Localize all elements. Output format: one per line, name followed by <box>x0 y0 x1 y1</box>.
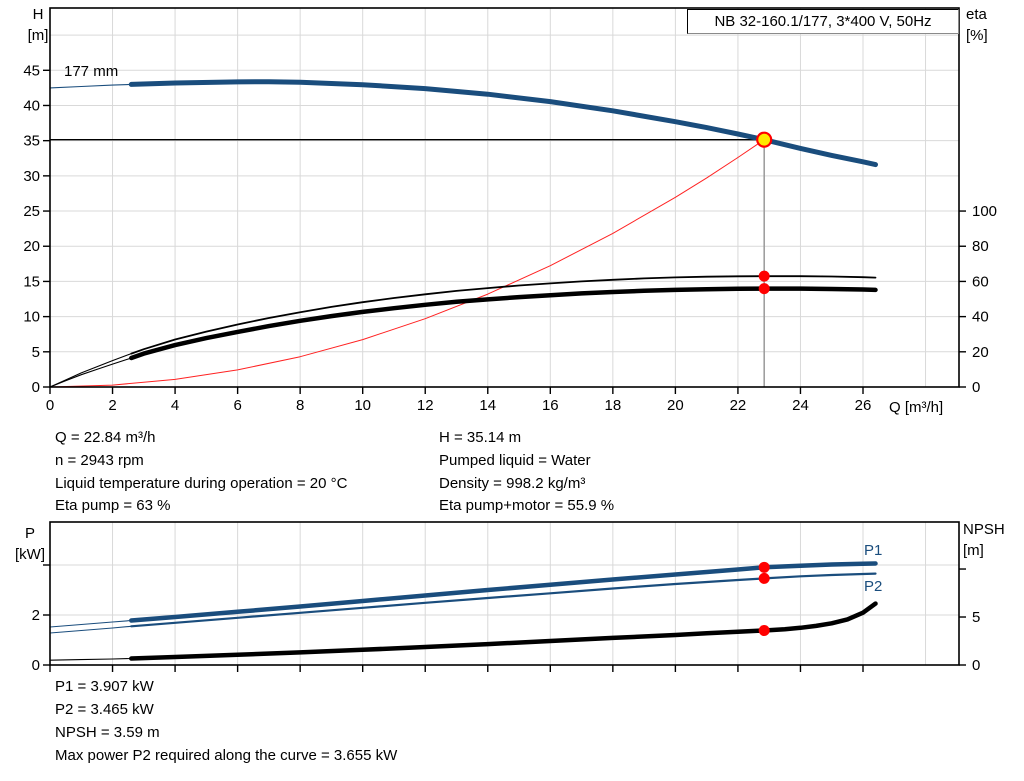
curve-P1 <box>129 561 878 623</box>
info-npsh: NPSH = 3.59 m <box>55 724 160 741</box>
info-pumped-liquid: Pumped liquid = Water <box>439 452 591 469</box>
h-axis-unit: [m] <box>27 27 49 44</box>
x-tick-label: 14 <box>479 397 496 414</box>
x-tick-label: 0 <box>46 397 54 414</box>
npsh-axis-unit: [m] <box>963 542 984 559</box>
h-axis-label: H [m] <box>14 4 62 46</box>
x-tick-label: 24 <box>792 397 809 414</box>
curve-eta-pump <box>49 353 132 388</box>
y-left-tick-label: 45 <box>23 62 40 79</box>
eta-axis-symbol: eta <box>966 6 987 23</box>
x-tick-label: 2 <box>108 397 116 414</box>
x-tick-label: 20 <box>667 397 684 414</box>
curve-P2 <box>130 572 877 628</box>
curve-P2 <box>49 625 132 634</box>
y-left-tick-label: 5 <box>32 344 40 361</box>
eta-axis-unit: [%] <box>966 27 988 44</box>
h-axis-symbol: H <box>32 6 44 23</box>
x-tick-label: 18 <box>605 397 622 414</box>
y-right-tick-label: 5 <box>972 609 980 626</box>
y-left-tick-label: 30 <box>23 168 40 185</box>
y-left-tick-label: 40 <box>23 97 40 114</box>
y-left-tick-label: 10 <box>23 309 40 326</box>
q-axis-label: Q [m³/h] <box>889 399 944 416</box>
npsh-axis-label: NPSH [m] <box>963 519 1005 561</box>
duty-dot-marker <box>758 572 770 584</box>
y-right-tick-label: 0 <box>972 379 980 396</box>
x-tick-label: 10 <box>354 397 371 414</box>
pump-title-box: NB 32-160.1/177, 3*400 V, 50Hz <box>687 9 959 34</box>
x-tick-label: 22 <box>730 397 747 414</box>
info-eta-pump-motor: Eta pump+motor = 55.9 % <box>439 497 615 514</box>
curve-head-177mm <box>49 83 132 89</box>
info-eta-pump: Eta pump = 63 % <box>55 497 171 514</box>
x-tick-label: 8 <box>296 397 304 414</box>
duty-point-marker <box>756 131 773 148</box>
plot-border <box>49 521 960 666</box>
info-q: Q = 22.84 m³/h <box>55 429 156 446</box>
info-p1: P1 = 3.907 kW <box>55 678 154 695</box>
info-n: n = 2943 rpm <box>55 452 144 469</box>
eta-axis-label: eta [%] <box>966 4 988 46</box>
x-tick-label: 16 <box>542 397 559 414</box>
impeller-diameter-label: 177 mm <box>64 63 119 80</box>
y-left-tick-label: 20 <box>23 238 40 255</box>
y-right-tick-label: 20 <box>972 344 989 361</box>
duty-dot-marker <box>758 283 770 295</box>
plot-border <box>49 7 960 388</box>
curve-NPSH <box>129 601 878 661</box>
curve-system-curve <box>49 139 765 388</box>
x-tick-label: 6 <box>233 397 241 414</box>
y-left-tick-label: 25 <box>23 203 40 220</box>
duty-dot-marker <box>758 561 770 573</box>
y-left-tick-label: 0 <box>32 657 40 674</box>
curve-NPSH <box>49 657 132 661</box>
y-right-tick-label: 100 <box>972 203 997 220</box>
curve-head-177mm <box>128 79 878 168</box>
p-axis-symbol: P <box>24 525 35 542</box>
y-right-tick-label: 40 <box>972 309 989 326</box>
duty-dot-marker <box>758 625 770 637</box>
y-left-tick-label: 2 <box>32 607 40 624</box>
npsh-axis-symbol: NPSH <box>963 521 1005 538</box>
curve-P1 <box>49 619 132 628</box>
info-p2: P2 = 3.465 kW <box>55 701 154 718</box>
y-right-tick-label: 60 <box>972 273 989 290</box>
x-tick-label: 4 <box>171 397 179 414</box>
x-tick-label: 12 <box>417 397 434 414</box>
y-right-tick-label: 0 <box>972 657 980 674</box>
info-density: Density = 998.2 kg/m³ <box>439 475 586 492</box>
y-left-tick-label: 35 <box>23 133 40 150</box>
p-axis-label: P [kW] <box>6 523 54 565</box>
p1-curve-label: P1 <box>864 542 883 559</box>
y-right-tick-label: 80 <box>972 238 989 255</box>
info-h: H = 35.14 m <box>439 429 522 446</box>
curve-eta-pump-motor <box>49 357 132 388</box>
duty-dot-marker <box>758 270 770 282</box>
info-liquid-temp: Liquid temperature during operation = 20… <box>55 475 348 492</box>
y-left-tick-label: 0 <box>32 379 40 396</box>
x-tick-label: 26 <box>855 397 872 414</box>
p2-curve-label: P2 <box>864 578 883 595</box>
y-left-tick-label: 15 <box>23 273 40 290</box>
p-axis-unit: [kW] <box>15 546 45 563</box>
info-max-power: Max power P2 required along the curve = … <box>55 747 398 764</box>
